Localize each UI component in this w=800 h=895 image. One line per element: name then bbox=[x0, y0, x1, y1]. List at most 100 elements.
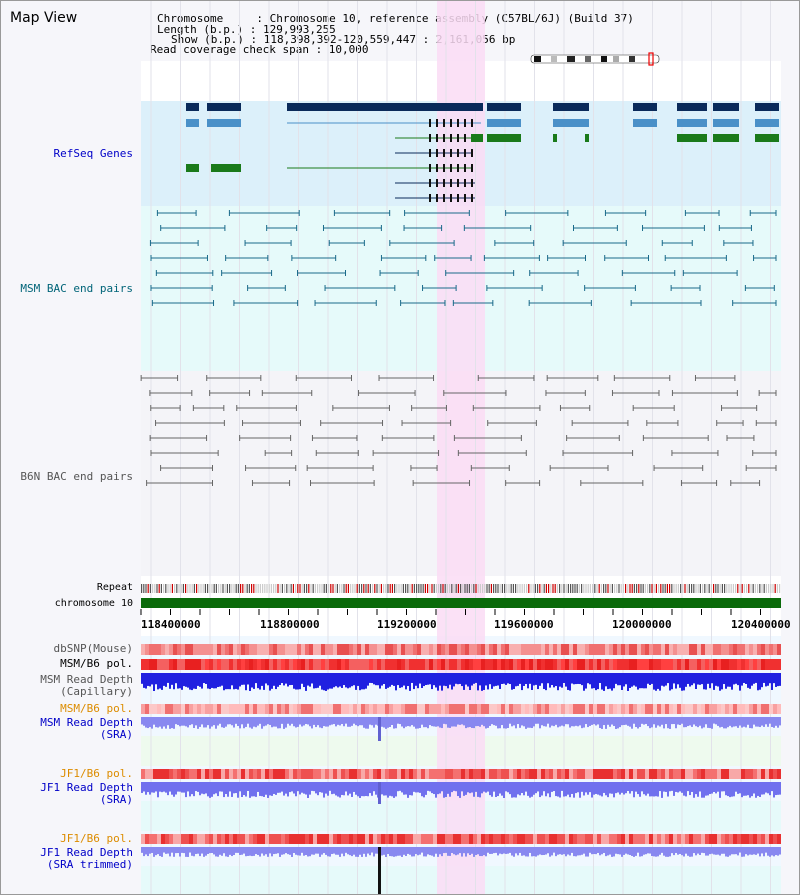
heat-cell bbox=[577, 834, 581, 844]
depth-bar bbox=[463, 782, 465, 796]
heat-cell bbox=[389, 769, 393, 779]
depth-bar bbox=[669, 847, 671, 857]
depth-bar bbox=[415, 847, 417, 855]
heat-cell bbox=[653, 659, 657, 670]
heat-cell bbox=[141, 659, 145, 670]
gene-exon bbox=[443, 194, 445, 202]
depth-bar bbox=[217, 673, 219, 687]
heat-cell bbox=[213, 704, 217, 714]
depth-bar bbox=[547, 847, 549, 854]
repeat-mark bbox=[669, 584, 671, 593]
repeat-mark bbox=[174, 584, 176, 593]
depth-bar bbox=[379, 673, 381, 689]
depth-bar bbox=[467, 782, 469, 793]
depth-bar bbox=[199, 847, 201, 857]
depth-bar bbox=[317, 717, 319, 726]
depth-bar bbox=[173, 782, 175, 797]
depth-bar bbox=[433, 717, 435, 727]
depth-bar bbox=[597, 673, 599, 690]
depth-bar bbox=[599, 847, 601, 856]
depth-bar bbox=[737, 847, 739, 856]
depth-bar bbox=[167, 673, 169, 683]
chromosome-ideogram[interactable] bbox=[530, 52, 660, 66]
heat-cell bbox=[329, 704, 333, 714]
repeat-mark bbox=[422, 584, 424, 593]
depth-bar bbox=[513, 673, 515, 689]
heat-cell bbox=[281, 659, 285, 670]
depth-bar bbox=[197, 717, 199, 729]
depth-bar bbox=[493, 847, 495, 854]
depth-bar bbox=[283, 847, 285, 855]
depth-bar bbox=[393, 782, 395, 798]
depth-bar bbox=[357, 782, 359, 797]
depth-bar bbox=[167, 782, 169, 796]
repeat-mark bbox=[741, 584, 743, 593]
heat-cell bbox=[605, 704, 609, 714]
depth-bar bbox=[551, 847, 553, 856]
depth-bar bbox=[687, 782, 689, 792]
depth-bar bbox=[185, 717, 187, 727]
depth-bar bbox=[511, 673, 513, 690]
depth-bar bbox=[403, 782, 405, 795]
depth-bar bbox=[161, 782, 163, 793]
depth-bar bbox=[619, 673, 621, 686]
msm-bac-track[interactable] bbox=[149, 210, 777, 306]
depth-bar bbox=[301, 717, 303, 727]
axis-tick-label: 118400000 bbox=[141, 618, 201, 631]
depth-bar bbox=[677, 717, 679, 725]
heat-cell bbox=[717, 659, 721, 670]
depth-bar bbox=[671, 717, 673, 725]
heat-cell bbox=[401, 834, 405, 844]
depth-bar bbox=[639, 717, 641, 727]
repeat-mark bbox=[240, 584, 242, 593]
depth-bar bbox=[223, 717, 225, 728]
heat-cell bbox=[517, 769, 521, 779]
heat-cell bbox=[637, 769, 641, 779]
depth-bar bbox=[399, 847, 401, 856]
heat-cell bbox=[357, 769, 361, 779]
heat-cell bbox=[577, 644, 581, 655]
heat-cell bbox=[377, 644, 381, 655]
heat-cell bbox=[449, 834, 453, 844]
repeat-mark bbox=[187, 584, 189, 593]
heat-cell bbox=[537, 644, 541, 655]
depth-bar bbox=[671, 847, 673, 854]
heat-cell bbox=[757, 834, 761, 844]
depth-bar bbox=[309, 717, 311, 727]
depth-bar bbox=[695, 673, 697, 689]
depth-bar bbox=[455, 717, 457, 727]
b6n-bac-track[interactable] bbox=[140, 375, 777, 486]
heat-cell bbox=[157, 659, 161, 670]
repeat-mark bbox=[438, 584, 440, 593]
depth-bar bbox=[647, 847, 649, 854]
gene-block bbox=[713, 134, 739, 142]
depth-bar bbox=[345, 782, 347, 792]
heat-cell bbox=[597, 834, 601, 844]
depth-bar bbox=[597, 717, 599, 725]
refseq-genes-track[interactable] bbox=[186, 103, 779, 202]
repeat-mark bbox=[611, 584, 613, 593]
depth-bar bbox=[419, 717, 421, 729]
gene-block bbox=[487, 119, 521, 127]
repeat-mark bbox=[750, 584, 752, 593]
depth-bar bbox=[387, 717, 389, 728]
heat-cell bbox=[465, 834, 469, 844]
depth-bar bbox=[727, 782, 729, 797]
depth-bar bbox=[461, 782, 463, 792]
depth-bar bbox=[355, 673, 357, 690]
heat-cell bbox=[381, 644, 385, 655]
heat-cell bbox=[153, 769, 157, 779]
repeat-mark bbox=[244, 584, 246, 593]
depth-bar bbox=[697, 782, 699, 797]
depth-bar bbox=[435, 847, 437, 854]
depth-bar bbox=[275, 847, 277, 854]
depth-bar bbox=[141, 782, 143, 793]
depth-bar bbox=[527, 673, 529, 689]
heat-cell bbox=[609, 769, 613, 779]
depth-bar bbox=[341, 782, 343, 795]
heat-cell bbox=[433, 659, 437, 670]
heat-cell bbox=[653, 704, 657, 714]
depth-bar bbox=[749, 847, 751, 855]
repeat-mark bbox=[662, 584, 664, 593]
